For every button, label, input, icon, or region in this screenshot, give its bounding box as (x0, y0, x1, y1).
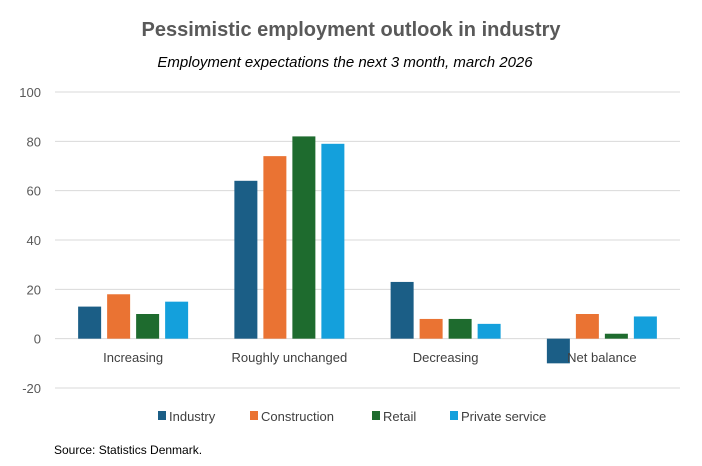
chart-subtitle: Employment expectations the next 3 month… (157, 54, 533, 71)
bar (321, 143, 345, 339)
bar (78, 306, 102, 339)
legend-swatch (250, 411, 258, 420)
bar (107, 294, 131, 339)
bar (604, 333, 628, 339)
x-axis: Increasing Roughly unchanged Decreasing Net… (103, 350, 636, 365)
bars (78, 136, 657, 364)
y-tick-label: 80 (27, 134, 41, 149)
bar (575, 314, 599, 339)
legend-label: Industry (169, 409, 216, 424)
bar (477, 323, 501, 339)
x-tick-label: Roughly unchanged (232, 350, 348, 365)
legend-swatch (450, 411, 458, 420)
x-tick-label: Increasing (103, 350, 163, 365)
bar (234, 180, 258, 339)
gridlines (55, 91, 680, 389)
bar (419, 318, 443, 339)
y-tick-label: 100 (19, 85, 41, 100)
legend: Industry Construction Retail Private servic… (158, 409, 546, 424)
legend-label: Private service (461, 409, 546, 424)
chart-title: Pessimistic employment outlook in indust… (142, 19, 562, 41)
legend-swatch (158, 411, 166, 420)
bar (292, 136, 316, 339)
bar (165, 301, 189, 339)
bar (448, 318, 472, 339)
y-tick-label: 40 (27, 233, 41, 248)
y-tick-label: -20 (22, 381, 41, 396)
x-tick-label: Net balance (567, 350, 636, 365)
legend-label: Construction (261, 409, 334, 424)
bar (136, 314, 160, 339)
source-note: Source: Statistics Denmark. (54, 443, 202, 457)
bar (390, 281, 414, 339)
y-tick-label: 20 (27, 282, 41, 297)
x-tick-label: Decreasing (413, 350, 479, 365)
bar (546, 338, 570, 364)
y-axis: -20 0 20 40 60 80 100 (19, 85, 41, 396)
bar (633, 316, 657, 339)
y-tick-label: 0 (34, 332, 41, 347)
y-tick-label: 60 (27, 184, 41, 199)
legend-swatch (372, 411, 380, 420)
bar (263, 156, 287, 339)
legend-label: Retail (383, 409, 416, 424)
